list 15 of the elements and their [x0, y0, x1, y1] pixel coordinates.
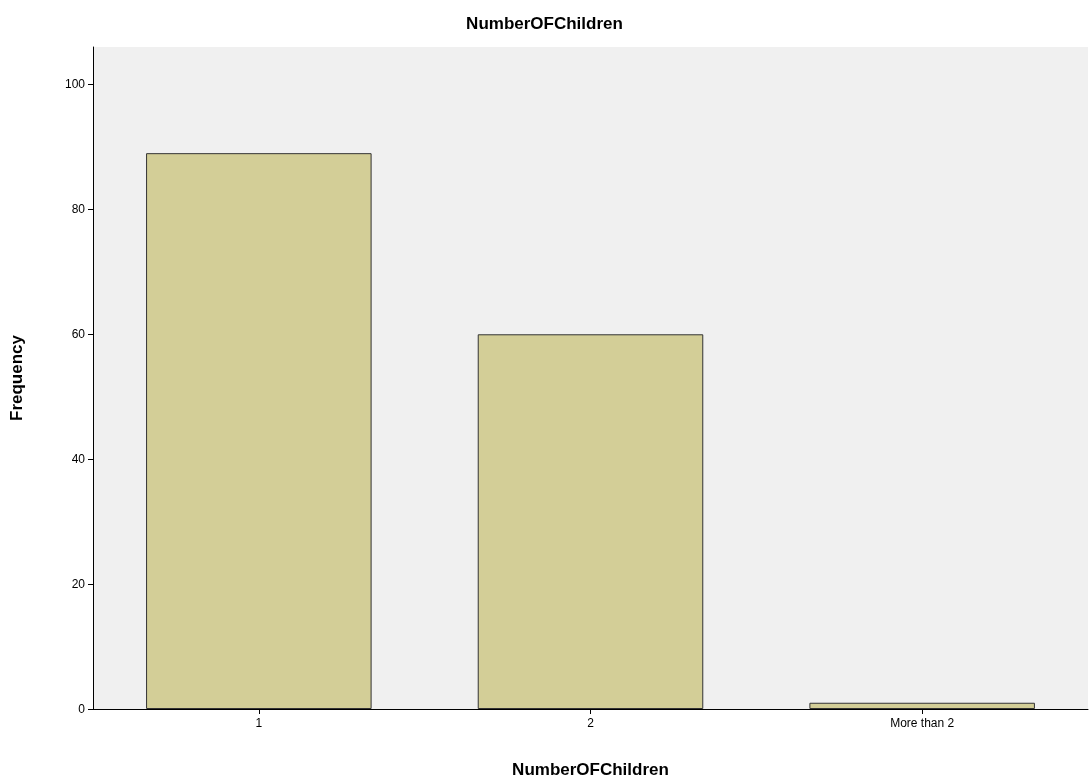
chart-title: NumberOFChildren — [466, 14, 623, 33]
bar — [477, 334, 704, 709]
y-axis-title: Frequency — [7, 334, 26, 421]
x-tick-label: 1 — [255, 716, 263, 730]
y-tick-label: 20 — [71, 577, 86, 592]
x-axis-title: NumberOFChildren — [512, 760, 669, 779]
y-tick-label: 0 — [78, 702, 86, 716]
y-tick-label: 40 — [71, 452, 86, 467]
y-tick-label: 80 — [71, 202, 86, 217]
y-tick-label: 60 — [71, 327, 86, 342]
x-tick-label: More than 2 — [890, 716, 955, 730]
bar — [146, 153, 372, 709]
bar — [809, 702, 1035, 709]
y-tick-label: 100 — [64, 77, 86, 92]
x-tick-label: 2 — [587, 716, 595, 730]
